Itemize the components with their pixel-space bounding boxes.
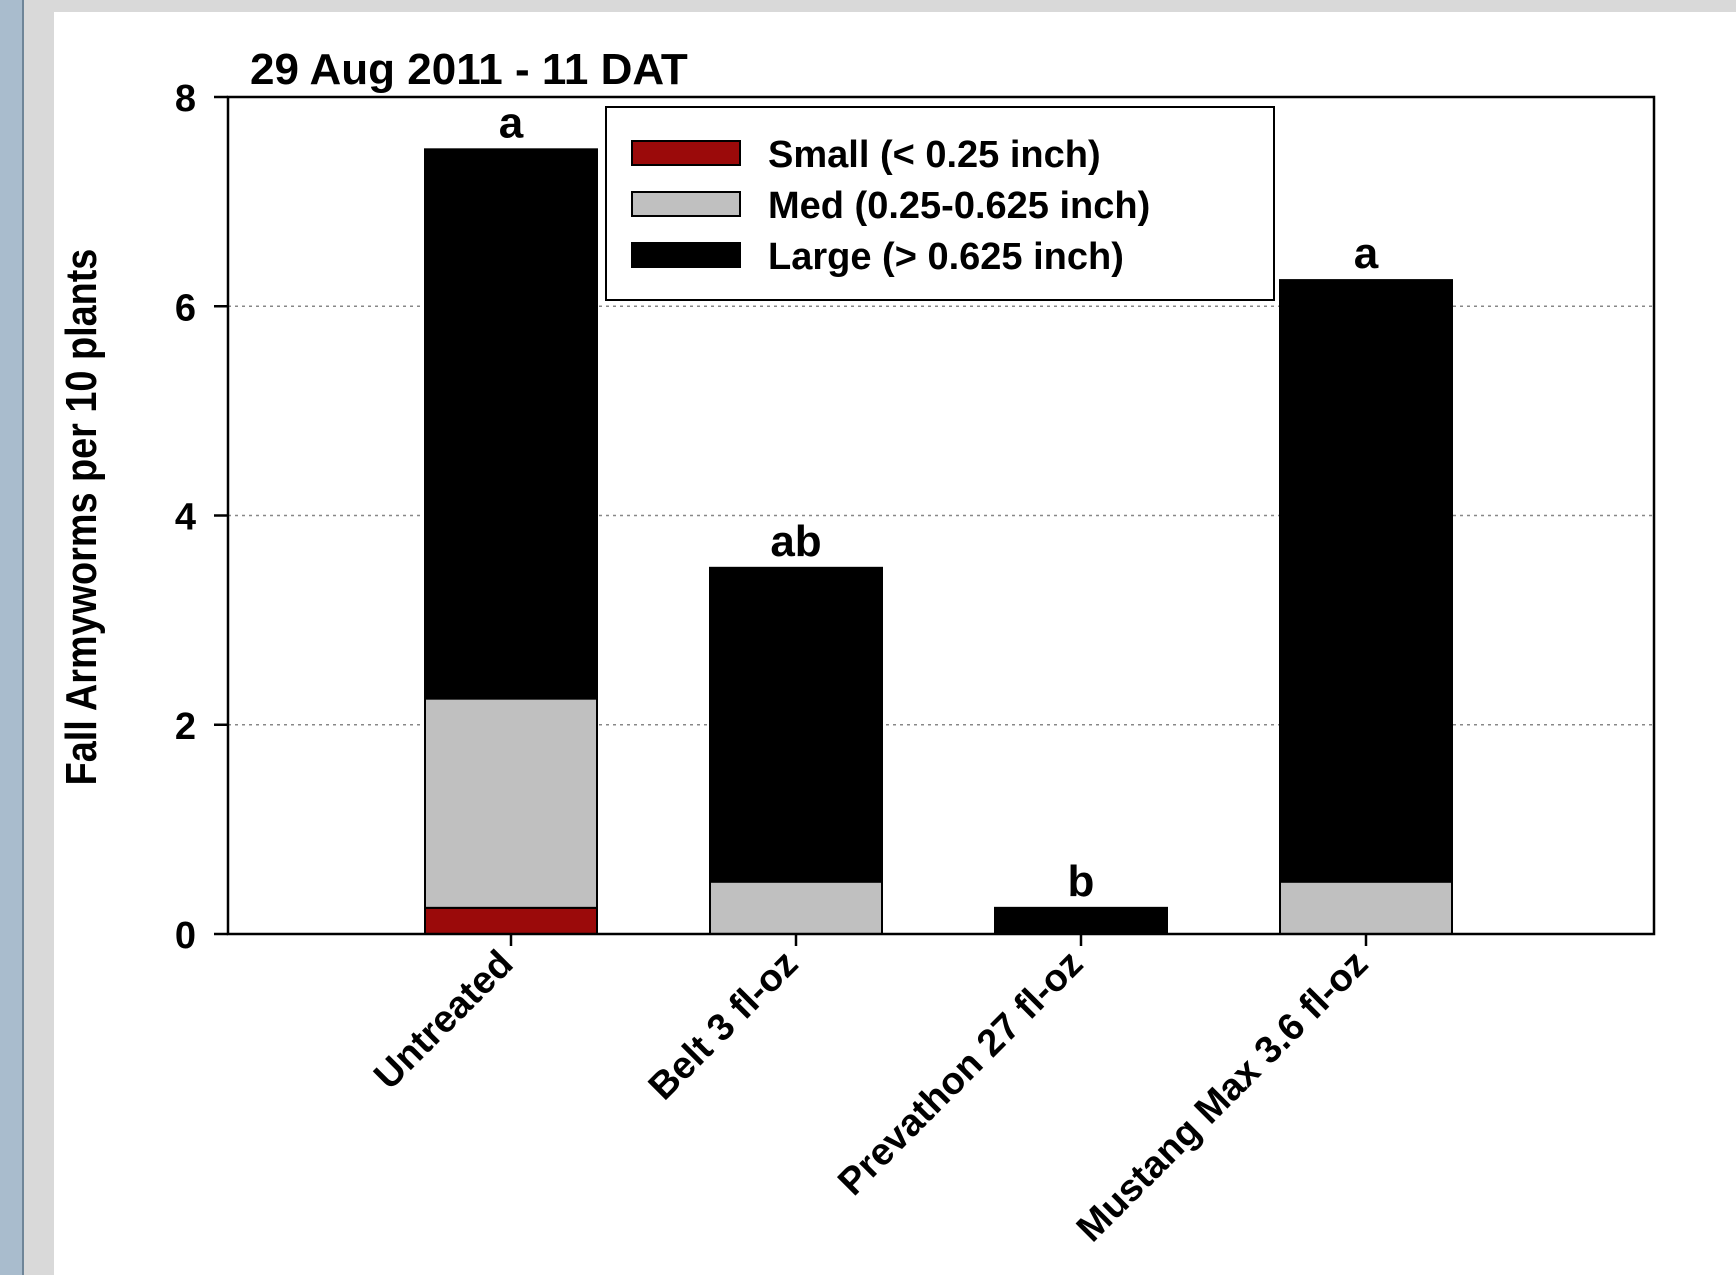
significance-letter: a: [1354, 229, 1379, 278]
legend-label: Small (< 0.25 inch): [768, 134, 1101, 176]
bar-segment: [709, 880, 883, 935]
legend-swatch: [631, 242, 741, 268]
x-tick-label: Untreated: [366, 943, 521, 1098]
y-tick-label: 6: [175, 287, 196, 329]
x-tick-label: Prevathon 27 fl-oz: [830, 943, 1091, 1204]
chart-title: 29 Aug 2011 - 11 DAT: [250, 45, 688, 94]
legend-swatch: [631, 191, 741, 217]
bar-segment: [1279, 880, 1453, 935]
x-tick-label: Mustang Max 3.6 fl-oz: [1069, 943, 1376, 1250]
bars: [424, 148, 1453, 935]
window-left-strip: [0, 0, 24, 1275]
chart-card: 29 Aug 2011 - 11 DAT Fall Armyworms per …: [54, 12, 1736, 1275]
y-axis-label: Fall Armyworms per 10 plants: [56, 249, 105, 786]
y-tick-label: 8: [175, 78, 196, 120]
significance-letter: a: [499, 98, 524, 147]
x-tick-label: Belt 3 fl-oz: [641, 943, 807, 1109]
significance-letter: b: [1068, 857, 1095, 906]
legend-swatch: [631, 140, 741, 166]
y-tick-label: 2: [175, 706, 196, 748]
y-tick-label: 0: [175, 915, 196, 957]
y-tick-label: 4: [175, 497, 196, 539]
bar-segment: [994, 906, 1168, 935]
bar-segment: [424, 697, 598, 909]
legend-label: Large (> 0.625 inch): [768, 236, 1124, 278]
legend: Small (< 0.25 inch) Med (0.25-0.625 inch)…: [605, 106, 1275, 301]
bar-segment: [424, 906, 598, 935]
bar-segment: [709, 566, 883, 883]
bar-segment: [424, 148, 598, 700]
legend-label: Med (0.25-0.625 inch): [768, 185, 1150, 227]
stacked-bar-chart: 29 Aug 2011 - 11 DAT Fall Armyworms per …: [56, 45, 1656, 1250]
significance-letters: a ab b a: [499, 98, 1379, 906]
significance-letter: ab: [770, 517, 821, 566]
bar-segment: [1279, 279, 1453, 883]
